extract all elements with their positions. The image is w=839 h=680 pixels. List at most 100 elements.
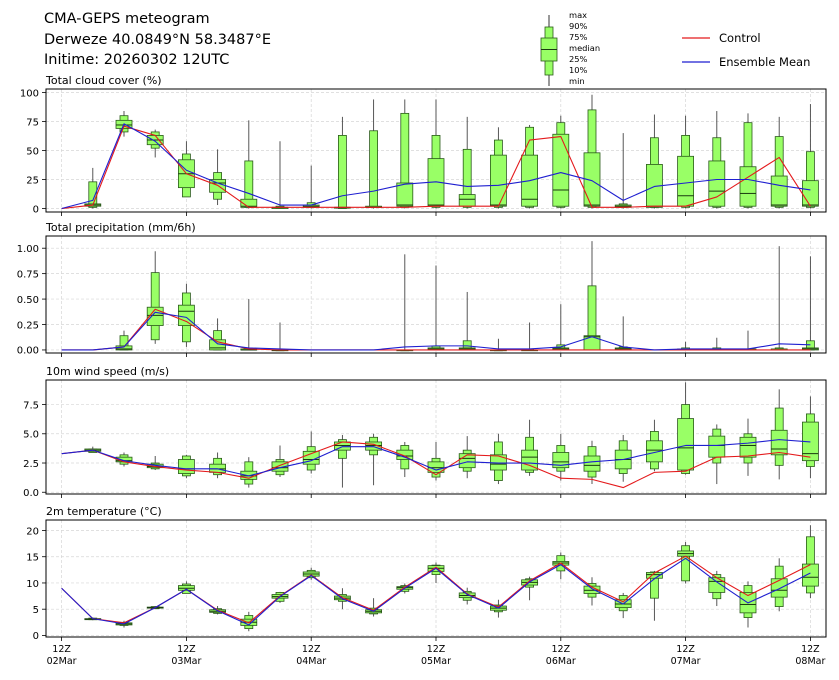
ensemble-mean-line <box>61 557 811 626</box>
panel-frame <box>45 88 827 213</box>
y-tick-label: 0.75 <box>17 269 39 280</box>
ensemble-box <box>802 525 819 599</box>
panel-title: Total cloud cover (%) <box>45 74 162 87</box>
box-p10-p90 <box>462 148 472 208</box>
box-p25-p75 <box>209 463 227 473</box>
ensemble-box <box>521 576 538 601</box>
box-p25-p75 <box>770 429 788 456</box>
ensemble-box <box>489 127 507 209</box>
x-tick-label-hour: 12Z <box>427 644 446 655</box>
box-p25-p75 <box>646 440 663 463</box>
ensemble-box <box>677 382 694 475</box>
legend-label-p90: 90% <box>569 21 588 31</box>
box-p10-p90 <box>743 122 753 208</box>
ensemble-mean-line <box>61 311 811 351</box>
ensemble-box <box>240 611 258 632</box>
ensemble-box <box>302 567 320 580</box>
ensemble-box <box>521 124 538 209</box>
box-p25-p75 <box>583 455 601 472</box>
y-tick-label: 75 <box>26 117 39 128</box>
legend-control-label: Control <box>719 31 761 45</box>
ensemble-box <box>552 433 570 481</box>
y-tick-label: 0.0 <box>23 488 39 499</box>
y-tick-label: 2.5 <box>23 459 39 470</box>
panel-3: 10m wind speed (m/s) 0.0 2.5 5.0 7.5 <box>23 365 827 499</box>
y-tick-label: 50 <box>26 146 39 157</box>
ensemble-mean-line <box>61 123 811 210</box>
ensemble-box <box>427 99 445 209</box>
box-p10-p90 <box>774 136 784 208</box>
legend-label-p75: 75% <box>569 32 588 42</box>
x-tick-label-hour: 12Z <box>676 644 695 655</box>
x-tick-label-hour: 12Z <box>302 644 321 655</box>
box-p25-p75 <box>677 155 694 207</box>
box-p25-p75 <box>677 418 694 471</box>
ensemble-box <box>458 116 476 209</box>
ensemble-box <box>209 452 227 479</box>
ensemble-box <box>458 587 476 605</box>
box-legend: max 90% 75% median 25% 10% min <box>540 10 600 86</box>
control-line <box>61 441 811 489</box>
control-line <box>61 308 811 351</box>
figure-title-block: CMA-GEPS meteogram Derweze 40.0849°N 58.… <box>44 9 271 71</box>
x-tick-label-date: 06Mar <box>546 656 576 667</box>
box-p25-p75 <box>739 436 757 458</box>
x-tick-label-hour: 12Z <box>551 644 570 655</box>
box-p25-p75 <box>521 449 538 471</box>
ensemble-box <box>302 165 320 209</box>
y-tick-label: 1.00 <box>17 244 39 255</box>
y-tick-label: 15 <box>26 553 39 564</box>
ensemble-box <box>770 116 788 209</box>
legend-label-p25: 25% <box>569 54 588 64</box>
y-tick-label: 7.5 <box>23 400 39 411</box>
initime-label: Initime: 20260302 12UTC <box>44 52 230 68</box>
box-p25-p75 <box>458 453 476 469</box>
ensemble-box <box>583 577 601 606</box>
panel-title: 2m temperature (°C) <box>46 505 162 518</box>
panel-frame <box>45 519 827 638</box>
box-p25-p75 <box>583 585 601 594</box>
ensemble-box <box>739 581 757 628</box>
box-p25-p75 <box>770 578 788 598</box>
panel-4: 2m temperature (°C)0510152012Z02Mar12Z03… <box>26 505 827 667</box>
ensemble-box <box>802 396 819 479</box>
box-p25-p75 <box>708 160 726 207</box>
box-p10-p90 <box>681 545 690 582</box>
y-tick-label: 5.0 <box>23 430 39 441</box>
ensemble-box <box>489 433 507 485</box>
y-tick-label: 100 <box>20 88 39 99</box>
ensemble-box <box>583 94 601 209</box>
ensemble-box <box>646 114 663 209</box>
ensemble-box <box>708 424 726 485</box>
ensemble-box <box>770 246 788 351</box>
box-p25-p75 <box>583 335 601 351</box>
box-p25-p75 <box>552 133 570 207</box>
legend-label-min: min <box>569 76 585 86</box>
legend-label-max: max <box>569 10 587 20</box>
ensemble-box <box>177 454 195 479</box>
x-tick-label-date: 08Mar <box>795 656 825 667</box>
box-p10-p90 <box>337 135 347 209</box>
ensemble-box <box>302 431 320 474</box>
ensemble-box <box>177 141 195 198</box>
x-tick-label-date: 04Mar <box>296 656 326 667</box>
ensemble-box <box>458 436 476 479</box>
ensemble-box <box>552 115 570 209</box>
panel-title: Total precipitation (mm/6h) <box>45 221 196 234</box>
panel-title: 10m wind speed (m/s) <box>46 365 169 378</box>
ensemble-box <box>583 241 601 351</box>
ensemble-box <box>739 113 757 209</box>
ensemble-box <box>708 570 726 607</box>
ensemble-box <box>458 291 476 351</box>
y-tick-label: 10 <box>26 579 39 590</box>
box-p25-p75 <box>365 441 383 451</box>
ensemble-box <box>209 318 227 351</box>
ensemble-box <box>271 445 289 478</box>
ensemble-box <box>739 330 757 351</box>
panel-1: Total cloud cover (%) 0 25 50 75 100 <box>20 74 827 216</box>
box-p25-p75 <box>802 180 819 207</box>
box-p10-p90 <box>650 571 659 599</box>
y-tick-label: 0.25 <box>17 320 39 331</box>
ensemble-box <box>396 99 414 209</box>
